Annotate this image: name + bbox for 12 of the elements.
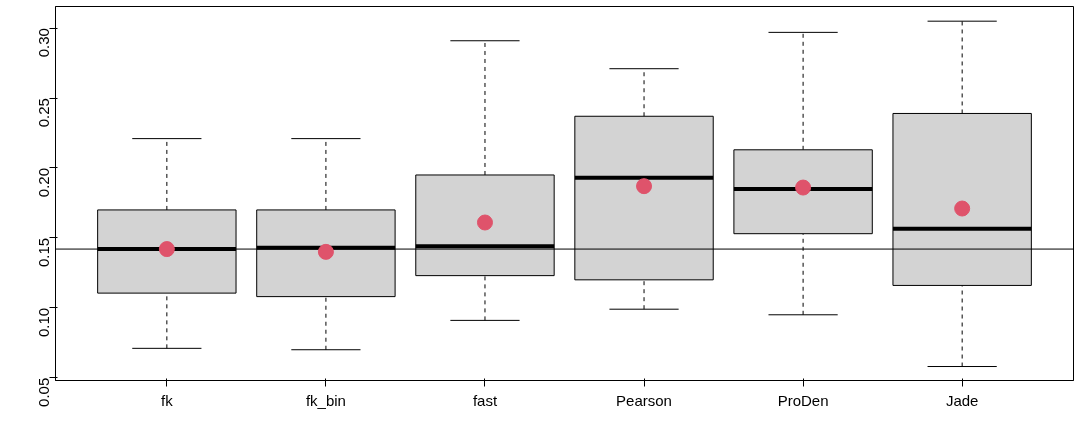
x-tick-label: Jade — [945, 391, 979, 409]
x-tick-label: fast — [472, 391, 498, 409]
x-tick-label: fk_bin — [305, 391, 346, 409]
y-tick-label: 0.15 — [35, 237, 53, 268]
y-tick-label: 0.25 — [35, 98, 53, 128]
x-tick-label: Pearson — [616, 391, 672, 409]
y-tick-label: 0.30 — [35, 28, 53, 58]
y-tick-label: 0.10 — [35, 307, 53, 337]
x-tick-label: ProDen — [777, 391, 829, 409]
x-tick-label: fk — [161, 391, 174, 409]
y-tick-label: 0.20 — [35, 167, 53, 198]
y-tick-label: 0.05 — [35, 377, 53, 407]
